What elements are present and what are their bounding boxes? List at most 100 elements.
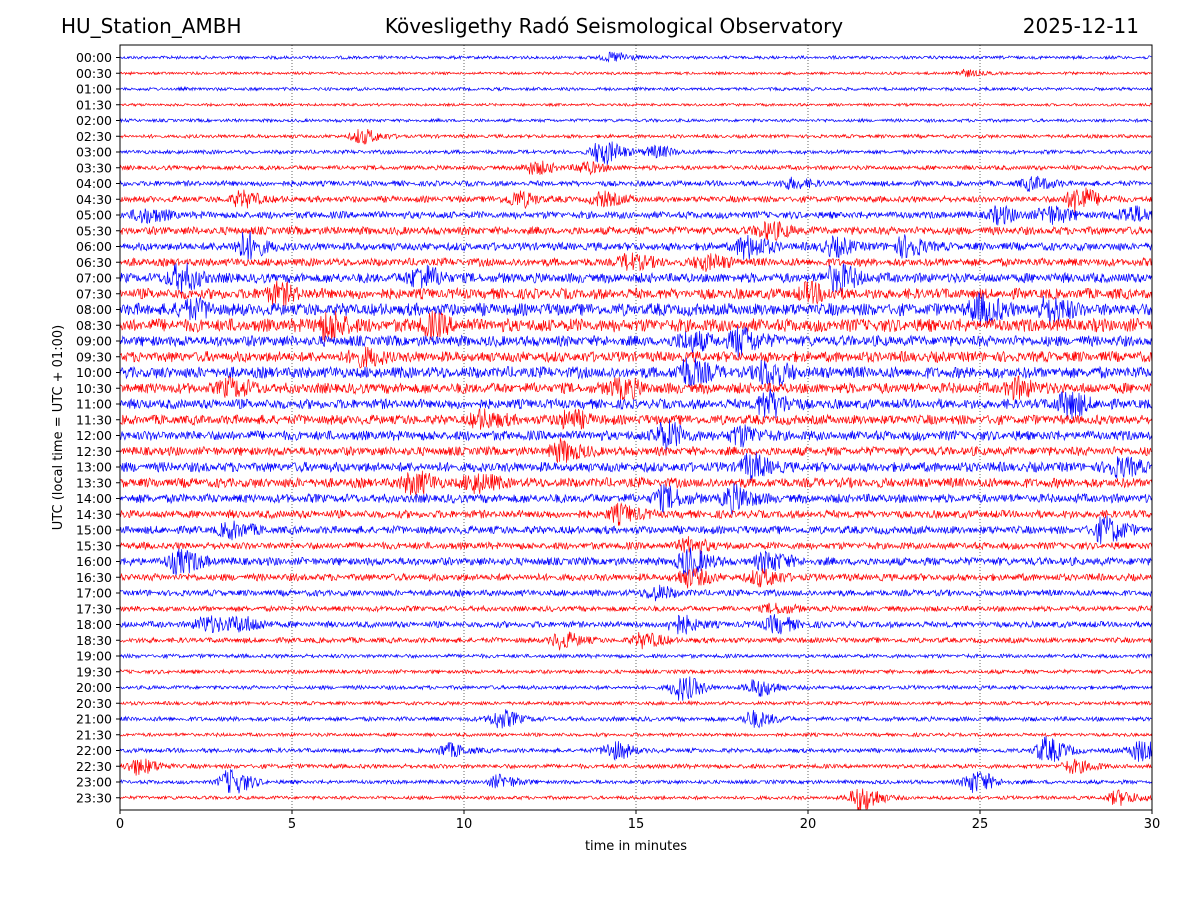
trace-2100 bbox=[120, 709, 1152, 729]
y-tick-label: 23:00 bbox=[76, 775, 112, 790]
y-tick-label: 11:00 bbox=[76, 397, 112, 412]
y-tick-label: 09:00 bbox=[76, 334, 112, 349]
y-tick-label: 20:00 bbox=[76, 680, 112, 695]
trace-0930 bbox=[120, 346, 1152, 369]
y-tick-label: 14:00 bbox=[76, 491, 112, 506]
y-axis-label: UTC (local time = UTC + 01:00) bbox=[51, 325, 66, 530]
trace-2330 bbox=[120, 788, 1152, 810]
trace-2130 bbox=[120, 731, 1152, 738]
trace-layer bbox=[120, 51, 1152, 810]
y-tick-label: 15:00 bbox=[76, 523, 112, 538]
y-tick-label: 21:30 bbox=[76, 727, 112, 742]
trace-1800 bbox=[120, 614, 1152, 635]
y-tick-label: 02:30 bbox=[76, 129, 112, 144]
trace-0300 bbox=[120, 141, 1152, 165]
x-tick-label: 20 bbox=[800, 817, 817, 832]
y-tick-label: 15:30 bbox=[76, 538, 112, 553]
y-tick-label: 12:00 bbox=[76, 428, 112, 443]
y-tick-label: 09:30 bbox=[76, 349, 112, 364]
trace-1330 bbox=[120, 470, 1152, 496]
trace-0530 bbox=[120, 221, 1152, 241]
trace-2030 bbox=[120, 700, 1152, 707]
y-tick-label: 05:00 bbox=[76, 208, 112, 223]
trace-2000 bbox=[120, 676, 1152, 701]
trace-0730 bbox=[120, 280, 1152, 307]
y-tick-label: 20:30 bbox=[76, 696, 112, 711]
trace-1000 bbox=[120, 357, 1152, 387]
trace-0400 bbox=[120, 175, 1152, 193]
trace-0000 bbox=[120, 51, 1152, 63]
trace-1200 bbox=[120, 419, 1152, 451]
y-tick-label: 03:00 bbox=[76, 145, 112, 160]
y-tick-label: 02:00 bbox=[76, 113, 112, 128]
y-tick-label: 19:00 bbox=[76, 649, 112, 664]
trace-2200 bbox=[120, 736, 1152, 762]
station-name: HU_Station_AMBH bbox=[61, 14, 242, 38]
trace-0100 bbox=[120, 85, 1152, 92]
y-tick-label: 22:30 bbox=[76, 759, 112, 774]
y-tick-label: 04:30 bbox=[76, 192, 112, 207]
trace-1630 bbox=[120, 568, 1152, 589]
trace-0130 bbox=[120, 102, 1152, 108]
y-tick-label: 17:00 bbox=[76, 586, 112, 601]
y-tick-label: 10:30 bbox=[76, 381, 112, 396]
y-tick-label: 01:00 bbox=[76, 82, 112, 97]
trace-1500 bbox=[120, 515, 1152, 545]
y-tick-label: 08:30 bbox=[76, 318, 112, 333]
y-tick-label: 18:00 bbox=[76, 617, 112, 632]
y-tick-label: 00:30 bbox=[76, 66, 112, 81]
y-tick-label: 18:30 bbox=[76, 633, 112, 648]
trace-1730 bbox=[120, 602, 1152, 614]
trace-0800 bbox=[120, 292, 1152, 327]
trace-1300 bbox=[120, 452, 1152, 481]
y-tick-label: 16:30 bbox=[76, 570, 112, 585]
y-tick-label: 08:00 bbox=[76, 302, 112, 317]
trace-1530 bbox=[120, 536, 1152, 555]
trace-1830 bbox=[120, 631, 1152, 651]
trace-0330 bbox=[120, 160, 1152, 176]
y-tick-label: 06:30 bbox=[76, 255, 112, 270]
trace-0630 bbox=[120, 252, 1152, 272]
trace-1230 bbox=[120, 437, 1152, 463]
trace-1600 bbox=[120, 547, 1152, 577]
x-tick-label: 10 bbox=[456, 817, 473, 832]
y-tick-label: 04:00 bbox=[76, 176, 112, 191]
y-tick-label: 21:00 bbox=[76, 712, 112, 727]
trace-1900 bbox=[120, 652, 1152, 660]
x-tick-label: 0 bbox=[116, 817, 124, 832]
x-tick-label: 15 bbox=[628, 817, 645, 832]
y-tick-label: 16:00 bbox=[76, 554, 112, 569]
trace-0700 bbox=[120, 262, 1152, 294]
y-tick-label: 10:00 bbox=[76, 365, 112, 380]
trace-1700 bbox=[120, 584, 1152, 602]
y-tick-label: 05:30 bbox=[76, 223, 112, 238]
y-tick-label: 03:30 bbox=[76, 160, 112, 175]
y-tick-label: 12:30 bbox=[76, 444, 112, 459]
y-tick-label: 22:00 bbox=[76, 743, 112, 758]
axis-layer: 0 5 10 15 20 25 30 00:0000:3001:0001:3002:0002:… bbox=[76, 50, 1160, 832]
y-tick-label: 07:00 bbox=[76, 271, 112, 286]
y-tick-label: 06:00 bbox=[76, 239, 112, 254]
grid-layer bbox=[291, 45, 981, 810]
trace-1930 bbox=[120, 668, 1152, 675]
y-tick-label: 01:30 bbox=[76, 97, 112, 112]
trace-0500 bbox=[120, 204, 1152, 226]
y-tick-label: 17:30 bbox=[76, 601, 112, 616]
trace-0200 bbox=[120, 117, 1152, 124]
observatory-title: Kövesligethy Radó Seismological Observat… bbox=[384, 14, 844, 38]
trace-0430 bbox=[120, 187, 1152, 213]
trace-0830 bbox=[120, 310, 1152, 343]
y-tick-label: 13:30 bbox=[76, 475, 112, 490]
trace-1130 bbox=[120, 407, 1152, 430]
y-tick-label: 07:30 bbox=[76, 286, 112, 301]
trace-1030 bbox=[120, 375, 1152, 401]
y-tick-label: 13:00 bbox=[76, 460, 112, 475]
y-tick-label: 19:30 bbox=[76, 664, 112, 679]
trace-0030 bbox=[120, 68, 1152, 78]
x-tick-label: 25 bbox=[972, 817, 989, 832]
y-tick-label: 00:00 bbox=[76, 50, 112, 65]
trace-1100 bbox=[120, 388, 1152, 420]
x-tick-label: 5 bbox=[288, 817, 296, 832]
trace-2230 bbox=[120, 758, 1152, 776]
